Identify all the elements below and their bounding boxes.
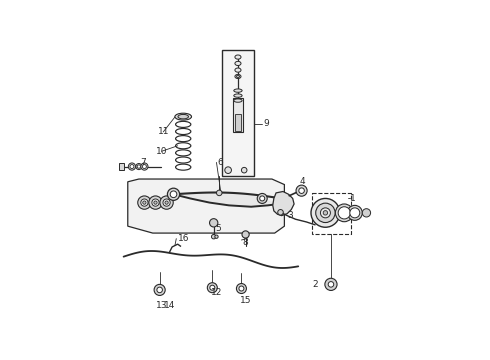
Circle shape — [141, 199, 148, 206]
Circle shape — [328, 282, 334, 287]
Circle shape — [157, 287, 162, 293]
Circle shape — [152, 199, 159, 206]
Circle shape — [347, 205, 362, 220]
Text: 7: 7 — [140, 158, 146, 167]
Circle shape — [225, 167, 231, 174]
Circle shape — [160, 196, 173, 209]
Circle shape — [323, 211, 328, 215]
Ellipse shape — [234, 94, 242, 97]
Ellipse shape — [235, 75, 241, 78]
Polygon shape — [273, 192, 294, 216]
Circle shape — [311, 198, 340, 227]
Circle shape — [130, 165, 134, 168]
Bar — [119, 163, 124, 170]
Bar — [235, 114, 241, 131]
Text: 5: 5 — [215, 224, 221, 233]
Text: 16: 16 — [178, 234, 189, 243]
Circle shape — [338, 207, 350, 219]
Bar — [222, 50, 254, 176]
Text: 3: 3 — [287, 211, 293, 220]
Circle shape — [212, 234, 216, 239]
Circle shape — [278, 210, 283, 215]
Circle shape — [350, 208, 360, 218]
Text: 6: 6 — [218, 158, 223, 167]
Ellipse shape — [178, 114, 189, 119]
Circle shape — [237, 284, 246, 293]
Circle shape — [335, 204, 353, 222]
Circle shape — [210, 219, 218, 227]
Text: 2: 2 — [312, 280, 318, 289]
Text: 14: 14 — [164, 301, 175, 310]
Ellipse shape — [235, 68, 241, 72]
Circle shape — [299, 188, 304, 193]
Circle shape — [149, 196, 162, 209]
Circle shape — [154, 201, 157, 204]
Circle shape — [260, 196, 265, 201]
Circle shape — [320, 208, 330, 218]
Text: 11: 11 — [158, 127, 170, 136]
Circle shape — [210, 285, 215, 290]
Ellipse shape — [175, 113, 192, 120]
Text: 9: 9 — [264, 119, 270, 128]
Circle shape — [215, 235, 218, 238]
Text: 4: 4 — [300, 177, 305, 186]
Circle shape — [257, 193, 267, 203]
Text: 12: 12 — [211, 288, 222, 297]
Text: 13: 13 — [155, 301, 167, 310]
Text: 15: 15 — [240, 297, 251, 306]
Circle shape — [143, 165, 147, 168]
Polygon shape — [173, 193, 279, 207]
Circle shape — [138, 196, 151, 209]
Ellipse shape — [236, 75, 240, 77]
Ellipse shape — [235, 55, 241, 59]
Bar — [233, 98, 243, 132]
Circle shape — [239, 286, 244, 291]
Circle shape — [242, 231, 249, 238]
Circle shape — [143, 201, 146, 204]
Text: 8: 8 — [243, 238, 248, 247]
Circle shape — [362, 209, 370, 217]
Ellipse shape — [234, 99, 242, 102]
Ellipse shape — [234, 89, 242, 92]
Circle shape — [296, 185, 307, 196]
Circle shape — [217, 190, 222, 195]
Circle shape — [242, 167, 247, 173]
Circle shape — [170, 191, 177, 198]
Circle shape — [325, 278, 337, 291]
Circle shape — [207, 283, 217, 293]
Ellipse shape — [235, 61, 241, 66]
Polygon shape — [128, 179, 284, 233]
Circle shape — [165, 201, 168, 204]
Circle shape — [316, 203, 335, 222]
Text: 1: 1 — [349, 194, 355, 203]
Circle shape — [141, 163, 148, 170]
Circle shape — [128, 163, 136, 170]
Circle shape — [137, 165, 141, 168]
Circle shape — [163, 199, 170, 206]
Circle shape — [168, 188, 180, 201]
Circle shape — [154, 284, 165, 296]
Circle shape — [136, 163, 142, 170]
Text: 10: 10 — [155, 147, 167, 156]
